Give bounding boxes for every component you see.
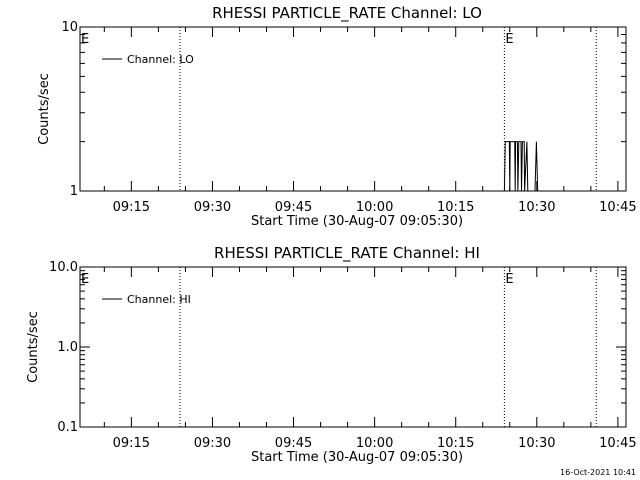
x-tick-label: 09:15 xyxy=(113,436,150,451)
x-axis-label: Start Time (30-Aug-07 09:05:30) xyxy=(251,214,463,229)
chart-panel-2: RHESSI PARTICLE_RATE Channel: HI 0.1 1.0 10… xyxy=(26,244,637,465)
x-axis-label: Start Time (30-Aug-07 09:05:30) xyxy=(251,450,463,465)
x-tick-label: 10:45 xyxy=(599,436,636,451)
event-marker-label: E xyxy=(505,272,513,287)
y-axis-label: Counts/sec xyxy=(37,73,52,145)
y-tick-label: 10 xyxy=(61,20,78,35)
chart-panel-1: RHESSI PARTICLE_RATE Channel: LO 1 10 Count… xyxy=(37,4,637,229)
y-tick-label: 0.1 xyxy=(57,420,78,435)
x-tick-label: 10:00 xyxy=(356,436,393,451)
x-tick-label: 09:15 xyxy=(113,200,150,215)
x-tick-label: 09:30 xyxy=(194,436,231,451)
y-tick-label: 10.0 xyxy=(49,260,78,275)
x-tick-label: 10:45 xyxy=(599,200,636,215)
legend-entry: Channel: HI xyxy=(127,293,191,306)
footer-timestamp: 16-Oct-2021 10:41 xyxy=(560,468,636,477)
x-tick-label: 09:45 xyxy=(275,200,312,215)
plot-frame xyxy=(79,266,627,428)
x-tick-label: 10:15 xyxy=(437,200,474,215)
event-marker-label: E xyxy=(81,272,89,287)
event-marker-label: E xyxy=(81,32,89,47)
x-tick-label: 10:30 xyxy=(518,200,555,215)
chart-title: RHESSI PARTICLE_RATE Channel: HI xyxy=(214,244,480,263)
legend-entry: Channel: LO xyxy=(127,53,194,66)
x-tick-label: 10:00 xyxy=(356,200,393,215)
x-tick-label: 10:30 xyxy=(518,436,555,451)
y-tick-label: 1.0 xyxy=(57,340,78,355)
x-tick-label: 10:15 xyxy=(437,436,474,451)
chart-title: RHESSI PARTICLE_RATE Channel: LO xyxy=(212,4,482,23)
y-axis-label: Counts/sec xyxy=(26,311,41,383)
x-tick-label: 09:30 xyxy=(194,200,231,215)
plot-frame xyxy=(79,26,627,192)
series-line xyxy=(503,141,539,192)
x-tick-label: 09:45 xyxy=(275,436,312,451)
y-tick-label: 1 xyxy=(70,184,78,199)
event-marker-label: E xyxy=(505,32,513,47)
